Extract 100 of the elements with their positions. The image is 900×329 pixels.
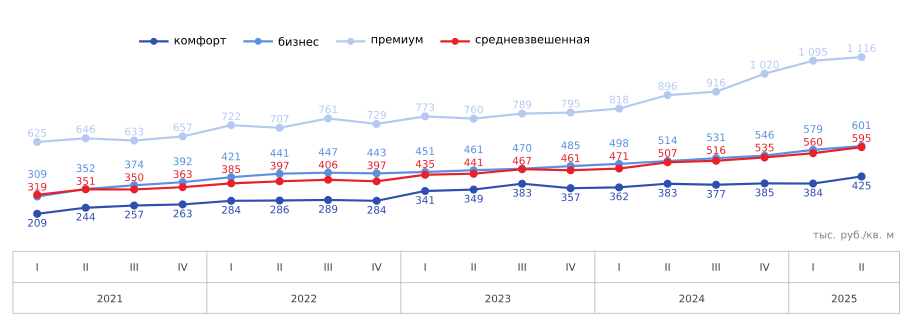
data-label: 397 [270, 162, 289, 170]
data-label: 383 [658, 188, 677, 197]
x-tick-label: I [812, 263, 814, 271]
data-label: 722 [222, 112, 240, 120]
data-label: 385 [222, 165, 240, 174]
data-label: 392 [174, 157, 192, 166]
data-label: 406 [318, 160, 338, 169]
data-label: 470 [512, 144, 532, 152]
data-label: 451 [416, 147, 434, 156]
data-label: 546 [756, 130, 774, 139]
data-label: 1 116 [848, 44, 876, 52]
data-label: 646 [76, 125, 95, 134]
data-label: 773 [416, 103, 434, 112]
text: 2023 [485, 294, 510, 302]
data-label: 760 [464, 106, 483, 114]
data-label: 461 [464, 145, 483, 154]
data-label: 443 [367, 148, 386, 156]
x-tick-label: II [278, 263, 282, 271]
legend-label: средневзвешенная [476, 37, 589, 46]
data-label: 341 [416, 196, 434, 204]
x-tick-label: I [230, 263, 232, 271]
data-label: 707 [270, 114, 289, 123]
x-tick-label: III [130, 263, 138, 271]
x-tick-label: III [712, 263, 720, 271]
data-label: 263 [174, 210, 192, 218]
data-label: 531 [707, 133, 725, 142]
data-label: 441 [464, 158, 483, 166]
data-label: 284 [222, 206, 240, 214]
data-label: 363 [174, 170, 192, 178]
data-label: 514 [658, 136, 677, 144]
data-label: 507 [658, 149, 677, 157]
data-label: 818 [610, 96, 628, 104]
x-tick-label: IV [566, 263, 576, 271]
data-label: 362 [610, 192, 628, 200]
data-label: 441 [270, 149, 289, 157]
data-label: 425 [852, 182, 871, 190]
data-label: 896 [658, 82, 677, 90]
data-label: 319 [28, 182, 46, 191]
x-tick-label: IV [760, 263, 770, 271]
data-label: 560 [804, 138, 822, 146]
text: 2024 [679, 294, 704, 302]
x-tick-label: III [518, 263, 526, 271]
text: 2021 [98, 294, 122, 302]
data-label: 421 [222, 152, 240, 160]
data-label: 257 [125, 210, 144, 218]
data-label: 471 [610, 152, 628, 160]
data-label: 209 [28, 218, 46, 227]
data-label: 384 [804, 188, 822, 196]
data-label: 498 [610, 139, 628, 147]
data-label: 351 [76, 177, 95, 185]
x-tick-label: IV [178, 263, 188, 271]
x-tick-label: II [860, 263, 864, 271]
x-tick-label: II [666, 263, 670, 271]
data-label: 383 [513, 188, 532, 197]
data-label: 729 [368, 111, 386, 119]
data-label: 535 [756, 144, 774, 152]
legend-label: премиум [372, 37, 422, 46]
legend-label: комфорт [174, 36, 226, 47]
x-tick-label: III [324, 263, 332, 271]
data-label: 595 [852, 134, 871, 142]
data-label: 795 [562, 100, 580, 108]
data-label: 461 [561, 154, 580, 162]
data-label: 349 [464, 194, 483, 203]
data-label: 244 [76, 212, 95, 221]
data-label: 657 [174, 123, 192, 132]
data-label: 516 [707, 146, 726, 154]
x-tick-label: IV [372, 263, 382, 271]
x-tick-label: II [84, 263, 88, 271]
data-label: 579 [804, 125, 822, 133]
x-tick-label: I [36, 263, 38, 271]
data-label: 374 [125, 160, 144, 168]
data-label: 377 [707, 190, 726, 198]
data-label: 286 [270, 206, 289, 214]
text: 2025 [832, 294, 856, 302]
data-label: 467 [512, 156, 532, 165]
data-label: 435 [416, 160, 434, 168]
data-label: 284 [368, 206, 386, 214]
data-label: 916 [706, 78, 726, 87]
data-label: 625 [28, 128, 46, 137]
data-label: 447 [318, 148, 338, 156]
data-label: 601 [852, 121, 870, 130]
x-tick-label: II [472, 263, 476, 271]
data-label: 633 [125, 128, 144, 136]
data-label: 761 [319, 105, 338, 114]
text: 2022 [291, 294, 316, 302]
data-label: 789 [513, 100, 532, 108]
data-label: 385 [755, 188, 774, 196]
data-label: 357 [562, 193, 580, 202]
data-label: 397 [368, 161, 386, 170]
data-label: 309 [28, 170, 46, 178]
x-tick-label: I [424, 263, 426, 271]
data-label: 1 020 [750, 60, 779, 69]
data-label: 350 [125, 173, 144, 182]
x-tick-label: I [618, 263, 620, 271]
text: тыс. руб./кв. м [813, 230, 894, 241]
data-label: 289 [319, 205, 338, 213]
data-label: 352 [76, 164, 95, 172]
data-label: 485 [561, 141, 580, 150]
data-label: 1 095 [799, 48, 827, 56]
legend-label: бизнес [278, 36, 318, 46]
